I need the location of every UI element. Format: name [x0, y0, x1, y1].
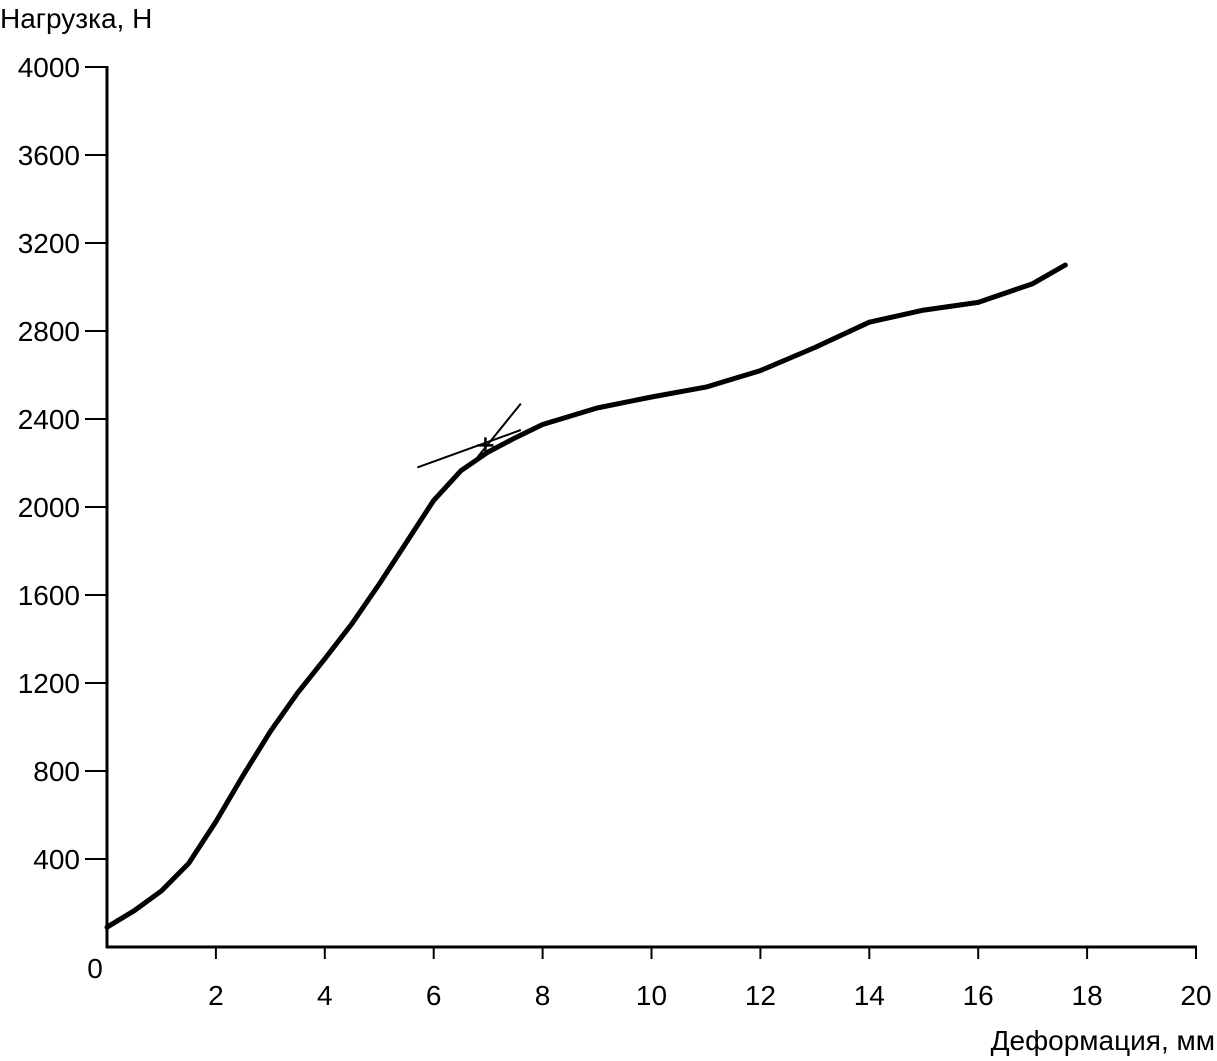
- y-tick-label: 4000: [18, 52, 80, 83]
- x-tick-label: 6: [426, 980, 442, 1011]
- y-tick-label: 1600: [18, 580, 80, 611]
- tangent-line: [476, 402, 522, 459]
- x-tick-label: 20: [1180, 980, 1211, 1011]
- tangent-line: [417, 429, 522, 469]
- y-tick-label: 3600: [18, 140, 80, 171]
- y-tick-label: 400: [33, 844, 80, 875]
- y-tick-label: 2400: [18, 404, 80, 435]
- data-line: [104, 262, 1068, 930]
- x-tick-label: 12: [745, 980, 776, 1011]
- x-tick-label: 16: [963, 980, 994, 1011]
- x-tick-label: 0: [87, 953, 103, 984]
- x-tick-label: 18: [1072, 980, 1103, 1011]
- y-tick-label: 2800: [18, 316, 80, 347]
- x-axis-label: Деформация, мм: [991, 1025, 1215, 1056]
- y-axis-label: Нагрузка, Н: [0, 3, 152, 34]
- y-tick-label: 3200: [18, 228, 80, 259]
- y-tick-label: 1200: [18, 668, 80, 699]
- y-tick-label: 2000: [18, 492, 80, 523]
- x-tick-label: 2: [208, 980, 224, 1011]
- x-tick-label: 14: [854, 980, 885, 1011]
- marker-point: [477, 437, 494, 454]
- x-tick-label: 8: [535, 980, 551, 1011]
- x-tick-label: 4: [317, 980, 333, 1011]
- x-tick-label: 10: [636, 980, 667, 1011]
- y-tick-label: 800: [33, 756, 80, 787]
